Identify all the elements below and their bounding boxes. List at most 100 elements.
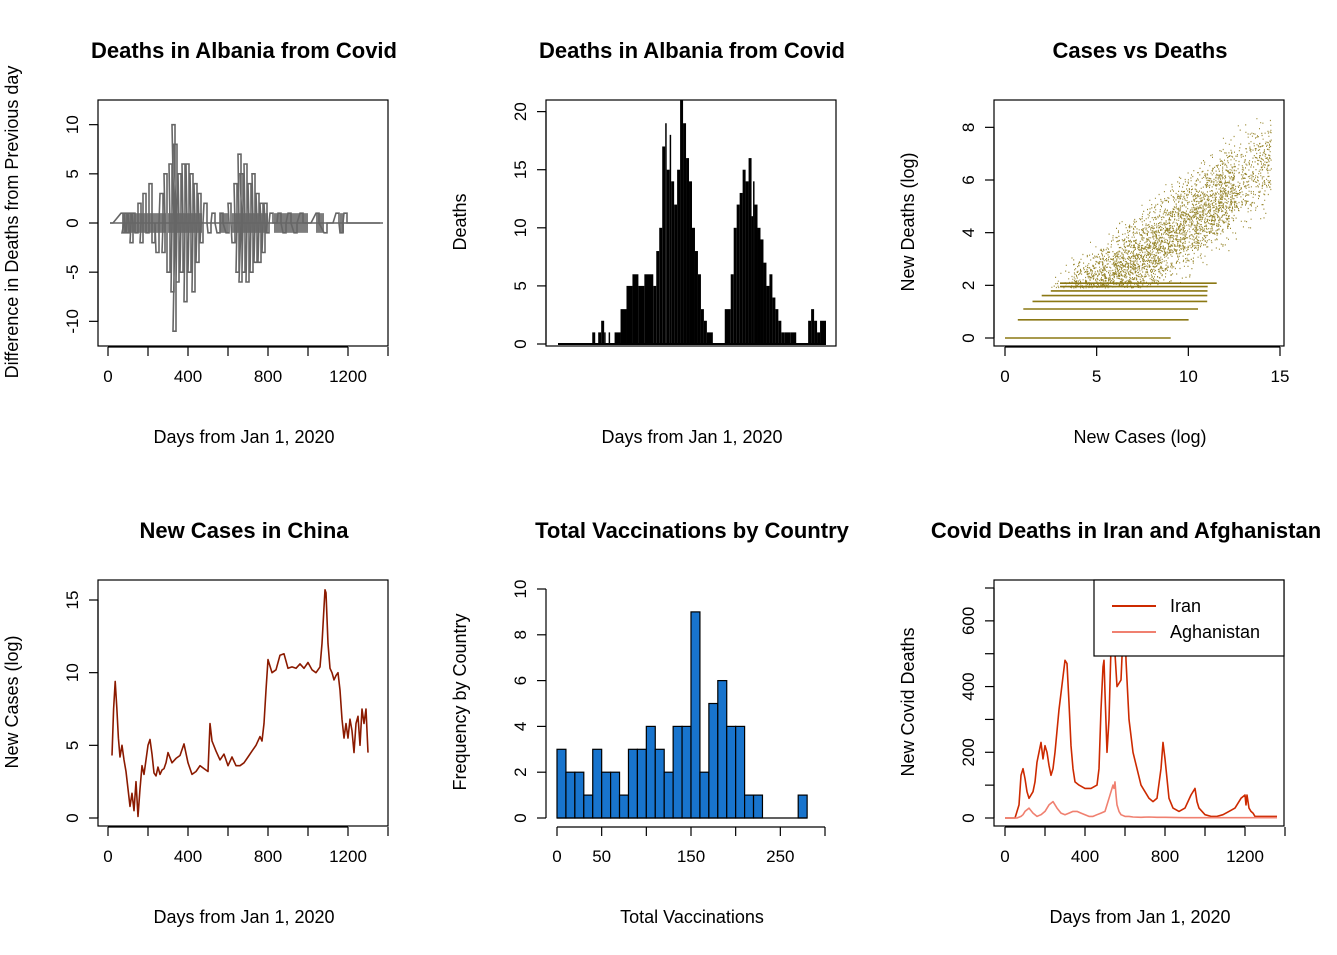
histogram-bar (627, 748, 639, 819)
series-line-iran (1005, 620, 1277, 819)
bar (697, 274, 701, 344)
y-tick-label: 0 (959, 333, 978, 342)
bar (745, 181, 749, 344)
bar (674, 204, 678, 344)
histogram-bar (690, 611, 701, 819)
histogram-bar (601, 771, 612, 819)
series-line (111, 588, 369, 818)
histogram-bar (726, 725, 737, 819)
bar (742, 169, 746, 344)
histogram-bar (618, 794, 630, 819)
x-tick-label: 400 (174, 367, 202, 386)
bar (680, 100, 684, 344)
legend-label: Iran (1170, 596, 1201, 616)
x-tick-label: 150 (677, 847, 705, 866)
y-axis-label: New Covid Deaths (898, 627, 918, 776)
scatter-cloud (1051, 118, 1272, 289)
x-tick-label: 0 (552, 847, 561, 866)
panel-albania-deaths: Deaths in Albania from Covid Days from J… (450, 38, 845, 447)
histogram-bar (743, 794, 755, 819)
histogram-bar (708, 702, 719, 819)
bar (775, 309, 779, 344)
x-tick-label: 1200 (1226, 847, 1264, 866)
y-axis-label: New Cases (log) (2, 635, 22, 768)
y-axis-label: New Deaths (log) (898, 152, 918, 291)
bar (614, 332, 621, 344)
y-tick-label: 4 (511, 722, 530, 731)
bar (592, 332, 596, 344)
histogram-bar (592, 748, 603, 819)
y-tick-label: 15 (63, 591, 82, 610)
x-tick-label: 10 (1179, 367, 1198, 386)
x-axis-label: Days from Jan 1, 2020 (153, 427, 334, 447)
chart-title: Covid Deaths in Iran and Afghanistan (931, 518, 1321, 543)
bar (694, 251, 698, 344)
y-tick-label: 400 (959, 672, 978, 700)
x-tick-label: 400 (1071, 847, 1099, 866)
bar (644, 274, 654, 344)
x-tick-label: 800 (254, 367, 282, 386)
x-tick-label: 15 (1271, 367, 1290, 386)
histogram-bar (672, 725, 683, 819)
y-axis-label: Deaths (450, 193, 470, 250)
bar (748, 158, 752, 344)
x-tick-label: 0 (1000, 847, 1009, 866)
bar (753, 181, 755, 344)
bar (608, 332, 611, 344)
bar (724, 309, 731, 344)
y-tick-label: 2 (959, 281, 978, 290)
panel-china-cases: New Cases in China Days from Jan 1, 2020… (2, 518, 389, 927)
bar (686, 158, 690, 344)
panel-iran-afghanistan: Covid Deaths in Iran and Afghanistan Day… (898, 518, 1321, 927)
y-tick-label: 15 (511, 160, 530, 179)
bar (632, 274, 639, 344)
y-tick-label: 10 (511, 580, 530, 599)
bar (626, 285, 633, 344)
bar (817, 332, 821, 344)
x-axis-label: Total Vaccinations (620, 907, 764, 927)
scatter-bands (1005, 282, 1217, 339)
y-tick-label: 200 (959, 738, 978, 766)
histogram-bar (681, 725, 692, 819)
bar (766, 285, 770, 344)
histogram-bar (735, 725, 746, 819)
panel-albania-diff: Deaths in Albania from Covid Days from J… (2, 38, 397, 447)
y-tick-label: 0 (511, 813, 530, 822)
y-tick-label: 0 (959, 813, 978, 822)
y-tick-label: 0 (511, 339, 530, 348)
x-axis-label: New Cases (log) (1073, 427, 1206, 447)
bar (665, 123, 667, 344)
bar (671, 181, 675, 344)
x-axis-label: Days from Jan 1, 2020 (601, 427, 782, 447)
bar (778, 320, 782, 344)
bar (703, 320, 707, 344)
histogram-bar (645, 725, 656, 819)
histogram-bar (663, 771, 674, 819)
x-tick-label: 0 (103, 367, 112, 386)
histogram-bar (609, 771, 621, 819)
y-tick-label: 4 (959, 228, 978, 237)
bar (598, 332, 602, 344)
y-tick-label: 5 (511, 281, 530, 290)
bar (666, 169, 670, 344)
bar (790, 332, 797, 344)
x-axis-label: Days from Jan 1, 2020 (1049, 907, 1230, 927)
legend-label: Aghanistan (1170, 622, 1260, 642)
histogram-bar (797, 794, 808, 819)
x-tick-label: 800 (254, 847, 282, 866)
bar (772, 297, 776, 344)
chart-title: Deaths in Albania from Covid (91, 38, 397, 63)
x-tick-label: 250 (766, 847, 794, 866)
y-tick-label: 8 (959, 123, 978, 132)
y-tick-label: 0 (63, 813, 82, 822)
bar (808, 320, 812, 344)
bar (692, 227, 695, 344)
bar (754, 204, 758, 344)
bar (730, 274, 734, 344)
histogram-bar (699, 771, 710, 819)
bar (736, 204, 740, 344)
y-tick-label: 5 (63, 169, 82, 178)
x-tick-label: 0 (103, 847, 112, 866)
y-axis-label: Frequency by Country (450, 613, 470, 790)
